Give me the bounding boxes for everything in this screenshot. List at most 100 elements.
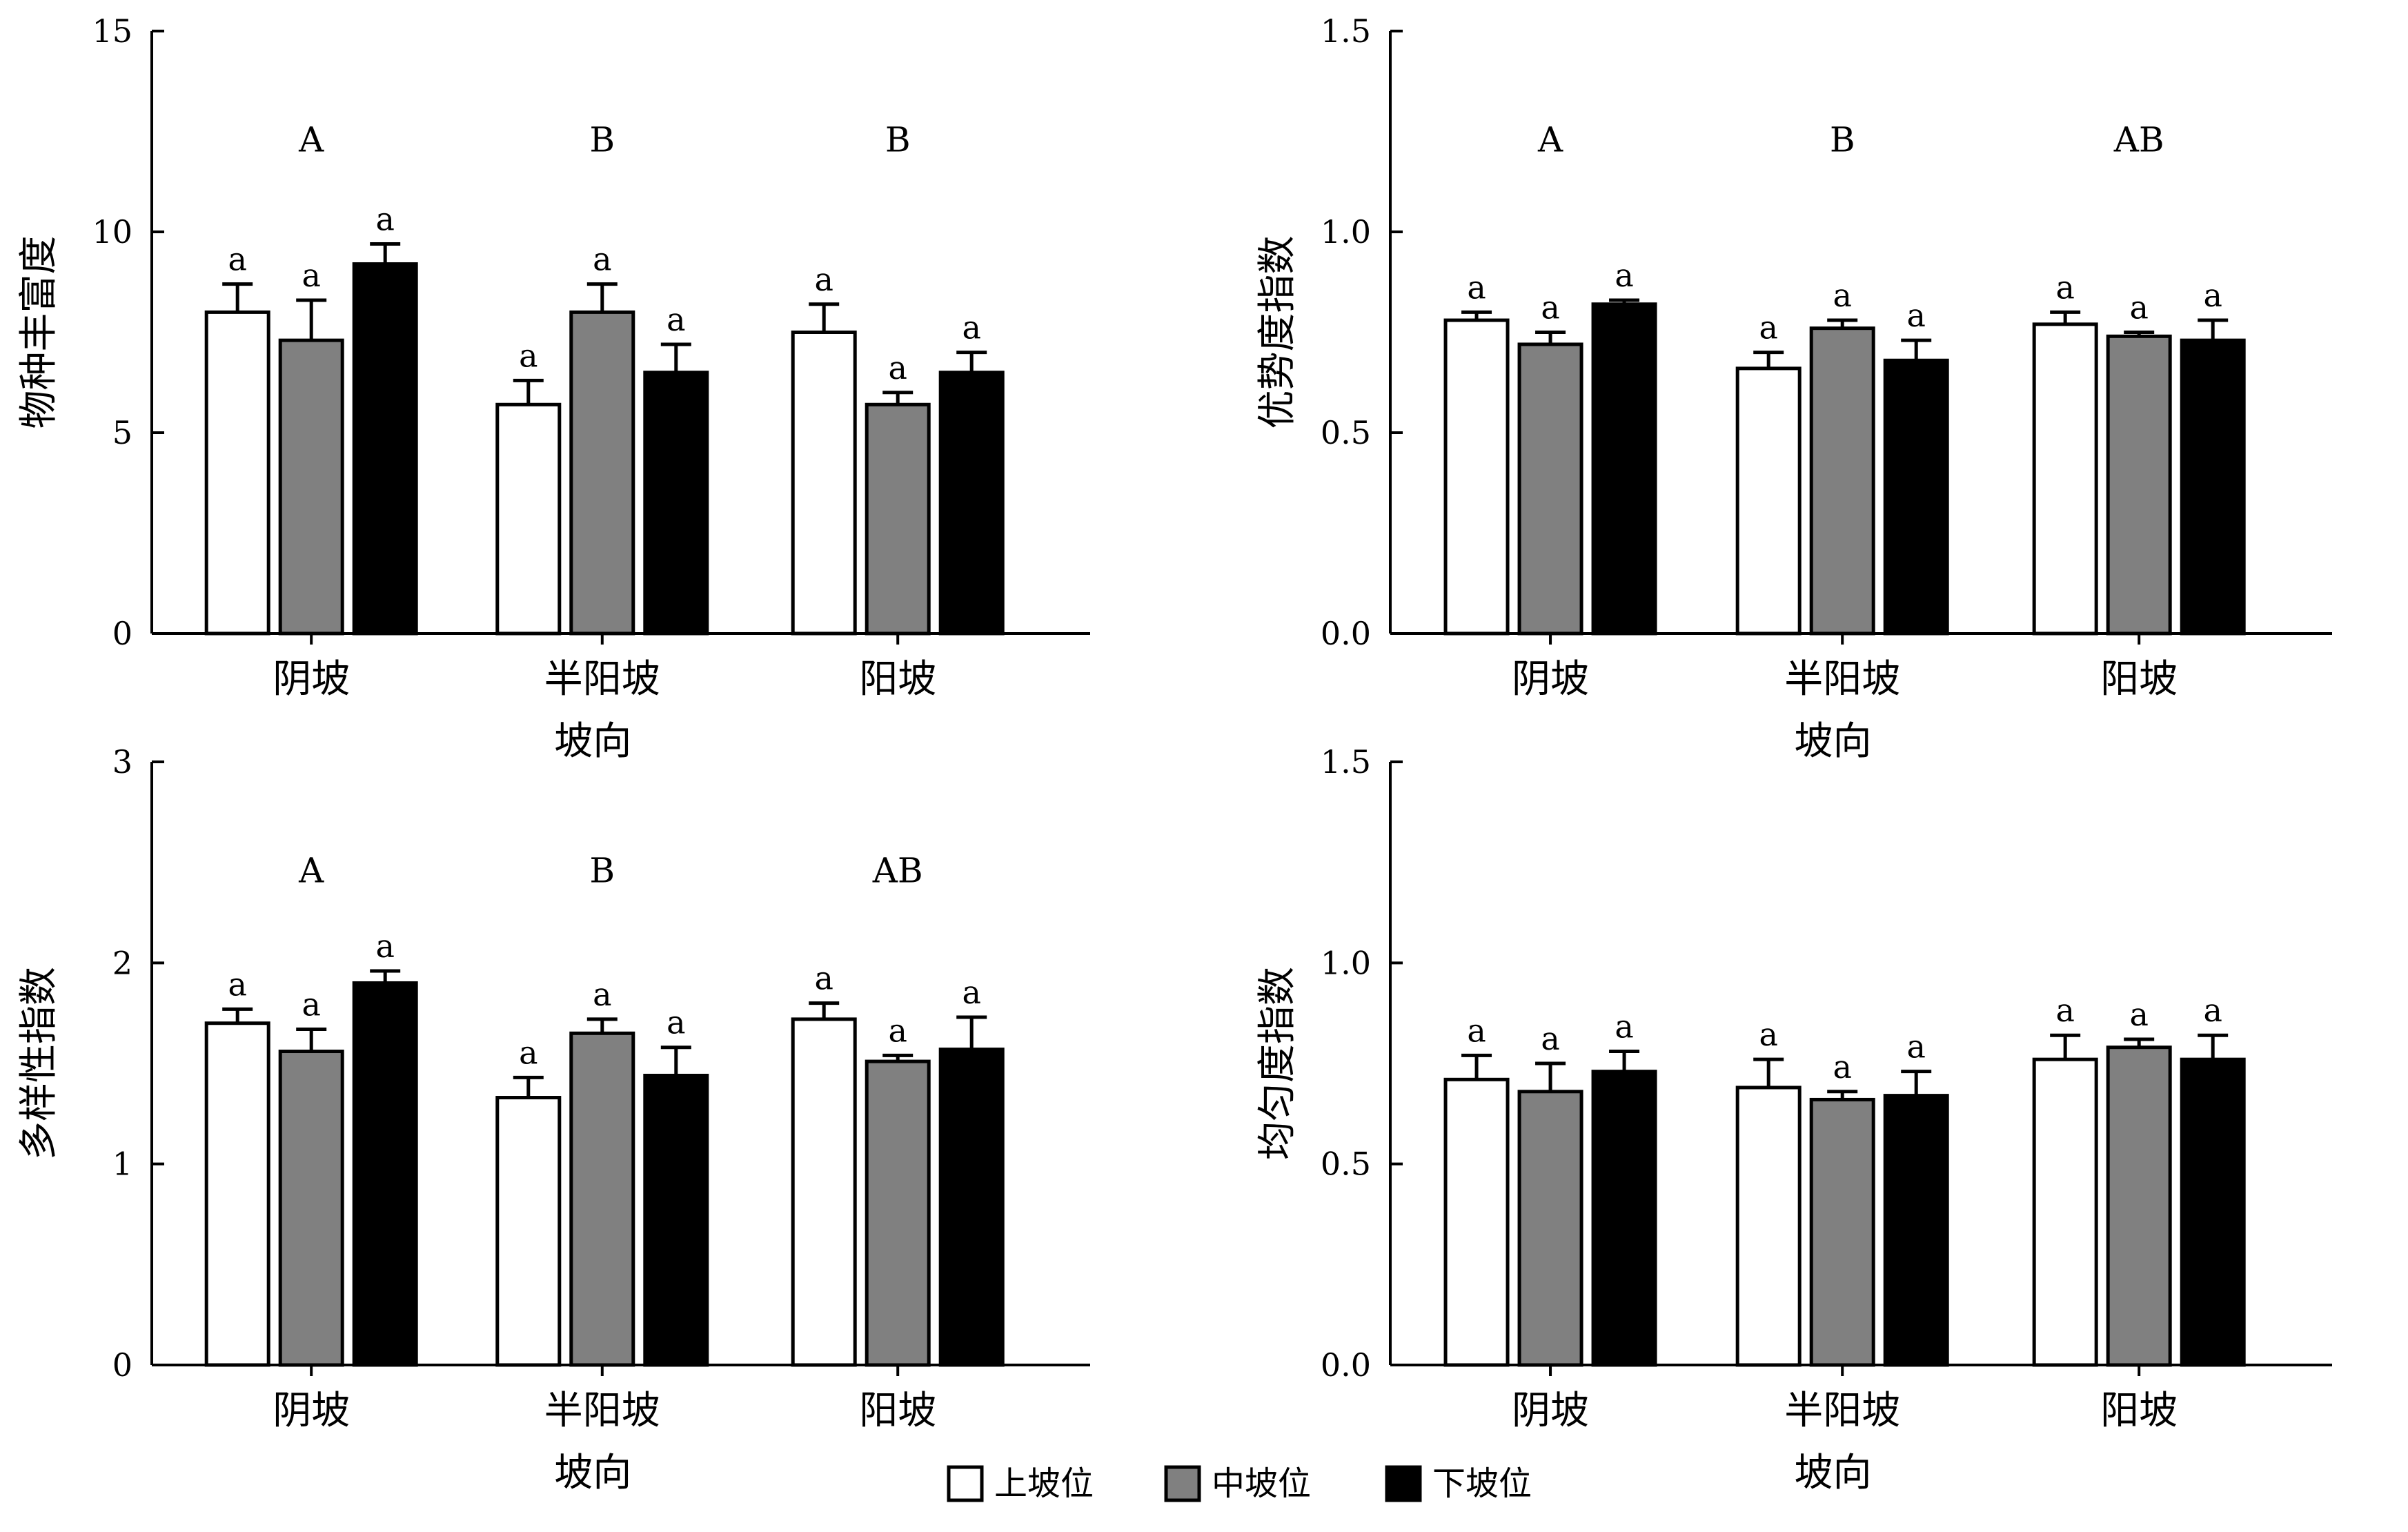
bar-letter: a: [1759, 1016, 1777, 1053]
bar-letter: a: [962, 974, 980, 1011]
bar-下坡位: [938, 1048, 1005, 1367]
bar-下坡位: [1591, 1070, 1657, 1367]
bar-上坡位: [204, 1021, 270, 1367]
bar-下坡位: [1591, 302, 1657, 636]
y-tick-label: 1.0: [1321, 944, 1371, 981]
y-tick-label: 0.0: [1321, 615, 1371, 652]
bar-letter: a: [814, 261, 833, 298]
x-tick-label: 阳坡: [2100, 1388, 2178, 1433]
x-tick-label: 半阳坡: [1784, 1388, 1900, 1433]
bar-上坡位: [1443, 318, 1510, 636]
y-axis-title: 物种丰富度: [17, 236, 61, 429]
x-tick-label: 半阳坡: [544, 657, 660, 702]
bar-letter: a: [1833, 1048, 1851, 1086]
bar-letter: a: [228, 965, 246, 1003]
bar-上坡位: [2032, 322, 2098, 636]
y-tick-label: 10: [92, 213, 132, 251]
bar-group-2: 半阳坡 Ba a a: [1735, 119, 1949, 702]
bar-中坡位: [278, 338, 344, 636]
bar-上坡位: [791, 1017, 857, 1367]
legend-swatch-2: [1164, 1465, 1201, 1502]
bar-letter: a: [814, 960, 833, 997]
y-tick-label: 0: [112, 615, 132, 652]
x-axis-title: 坡向: [554, 719, 631, 764]
bar-group-2: 半阳坡 Ba a a: [495, 851, 709, 1433]
y-tick-label: 3: [112, 743, 132, 780]
bar-下坡位: [2180, 338, 2246, 636]
y-axis-title: 优势度指数: [1255, 236, 1300, 429]
group-letter: B: [885, 119, 911, 159]
x-tick-label: 半阳坡: [544, 1388, 660, 1433]
y-tick-label: 1: [112, 1146, 132, 1183]
group-letter: AB: [872, 851, 923, 891]
bar-letter: a: [888, 1012, 907, 1049]
bar-letter: a: [888, 349, 907, 386]
bar-letter: a: [1541, 289, 1559, 326]
bar-letter: a: [302, 985, 320, 1023]
bar-中坡位: [2106, 334, 2172, 636]
x-axis-title: 坡向: [1795, 719, 1872, 764]
bar-letter: a: [2203, 992, 2222, 1029]
bar-中坡位: [569, 310, 635, 636]
x-tick-label: 阴坡: [273, 657, 350, 702]
bar-下坡位: [352, 262, 418, 636]
bar-letter: a: [302, 257, 320, 294]
bar-letter: a: [2129, 289, 2148, 326]
y-tick-label: 1.5: [1321, 743, 1371, 780]
x-tick-label: 半阳坡: [1784, 657, 1900, 702]
bar-letter: a: [519, 1034, 537, 1071]
group-letter: A: [298, 851, 324, 891]
bar-上坡位: [1735, 366, 1802, 636]
bar-上坡位: [791, 331, 857, 636]
bar-letter: a: [593, 241, 611, 278]
bar-下坡位: [1883, 358, 1949, 636]
bar-letter: a: [1615, 1008, 1633, 1045]
x-tick-label: 阳坡: [859, 1388, 936, 1433]
legend-swatch-1: [947, 1465, 984, 1502]
legend: 上坡位 中坡位 下坡位: [947, 1464, 1532, 1503]
y-tick-label: 15: [92, 12, 132, 50]
bar-下坡位: [352, 981, 418, 1367]
y-axis-title: 多样性指数: [17, 967, 61, 1160]
y-tick-label: 0.5: [1321, 414, 1371, 451]
bar-letter: a: [375, 927, 394, 965]
y-tick-label: 1.0: [1321, 213, 1371, 251]
y-tick-label: 0.5: [1321, 1146, 1371, 1183]
bar-上坡位: [204, 310, 270, 636]
bar-letter: a: [2203, 277, 2222, 314]
bar-上坡位: [1735, 1086, 1802, 1367]
bar-group-3: 阳坡 a a a: [2032, 992, 2246, 1433]
bar-letter: a: [1541, 1020, 1559, 1057]
bar-letter: a: [1615, 257, 1633, 294]
bar-letter: a: [1467, 1012, 1486, 1049]
bar-letter: a: [962, 309, 980, 346]
bar-上坡位: [495, 1096, 562, 1367]
bar-letter: a: [1759, 309, 1777, 346]
bar-下坡位: [2180, 1057, 2246, 1367]
bar-中坡位: [1517, 342, 1583, 636]
x-axis-title: 坡向: [1795, 1451, 1872, 1495]
x-axis-title: 坡向: [554, 1451, 631, 1495]
x-tick-label: 阳坡: [859, 657, 936, 702]
legend-label: 上坡位: [994, 1464, 1094, 1503]
bar-下坡位: [1883, 1094, 1949, 1367]
bar-group-1: 阴坡 Aa a a: [1443, 119, 1657, 702]
bar-中坡位: [569, 1031, 635, 1367]
bar-group-1: 阴坡 Aa a a: [204, 119, 418, 702]
bar-letter: a: [228, 241, 246, 278]
bar-中坡位: [278, 1050, 344, 1367]
bar-中坡位: [1517, 1090, 1583, 1367]
group-letter: AB: [2113, 119, 2164, 159]
group-letter: B: [589, 851, 615, 891]
bar-letter: a: [1906, 297, 1925, 334]
bar-group-1: 阴坡 a a a: [1443, 1008, 1657, 1433]
x-tick-label: 阴坡: [1512, 1388, 1589, 1433]
bar-group-2: 半阳坡 Ba a a: [495, 119, 709, 702]
bar-下坡位: [643, 1073, 709, 1367]
bar-group-3: 阳坡 AB a a a: [2032, 119, 2246, 702]
y-tick-label: 5: [112, 414, 132, 451]
